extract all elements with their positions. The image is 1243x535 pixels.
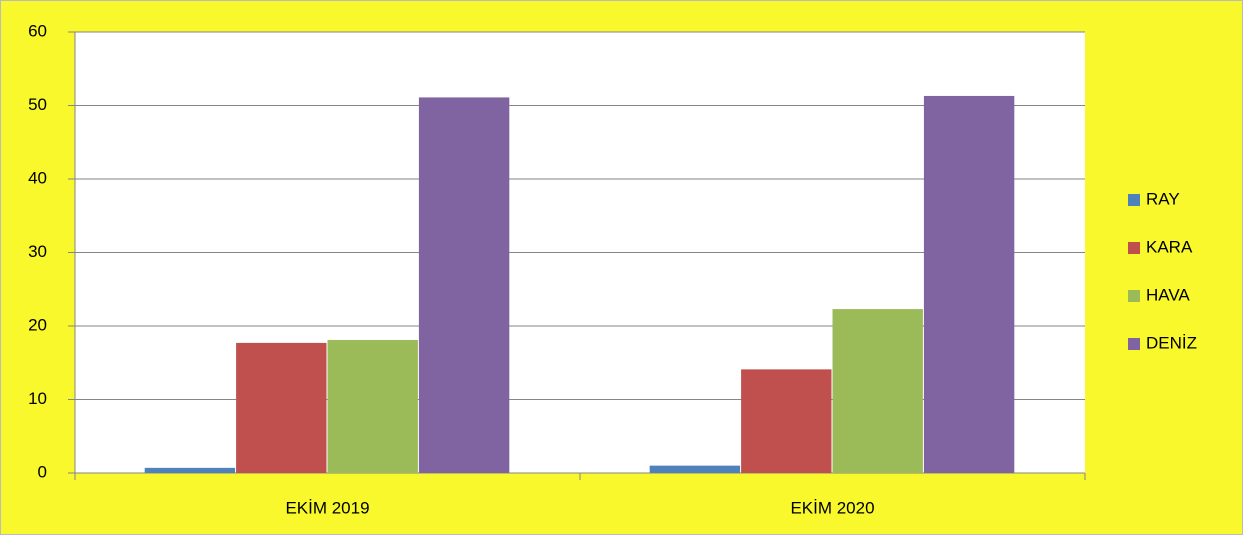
bar: [327, 339, 418, 473]
legend-label: HAVA: [1146, 285, 1190, 304]
bar: [418, 97, 510, 473]
y-tick-label: 60: [28, 21, 47, 40]
bar: [923, 95, 1015, 473]
x-tick-label: EKİM 2019: [285, 498, 369, 517]
legend-swatch: [1128, 338, 1140, 350]
y-tick-label: 40: [28, 168, 47, 187]
y-tick-label: 50: [28, 95, 47, 114]
legend-swatch: [1128, 194, 1140, 206]
bar: [741, 369, 832, 473]
legend-swatch: [1128, 242, 1140, 254]
bar: [144, 467, 236, 473]
x-tick-label: EKİM 2020: [790, 498, 874, 517]
y-tick-label: 20: [28, 315, 47, 334]
bar: [832, 309, 923, 473]
legend-swatch: [1128, 290, 1140, 302]
y-tick-label: 30: [28, 242, 47, 261]
legend-label: RAY: [1146, 189, 1180, 208]
y-tick-label: 10: [28, 389, 47, 408]
y-tick-label: 0: [38, 462, 47, 481]
bar: [649, 465, 741, 473]
legend-label: KARA: [1146, 237, 1193, 256]
legend-label: DENİZ: [1146, 333, 1197, 352]
bar: [236, 342, 327, 473]
